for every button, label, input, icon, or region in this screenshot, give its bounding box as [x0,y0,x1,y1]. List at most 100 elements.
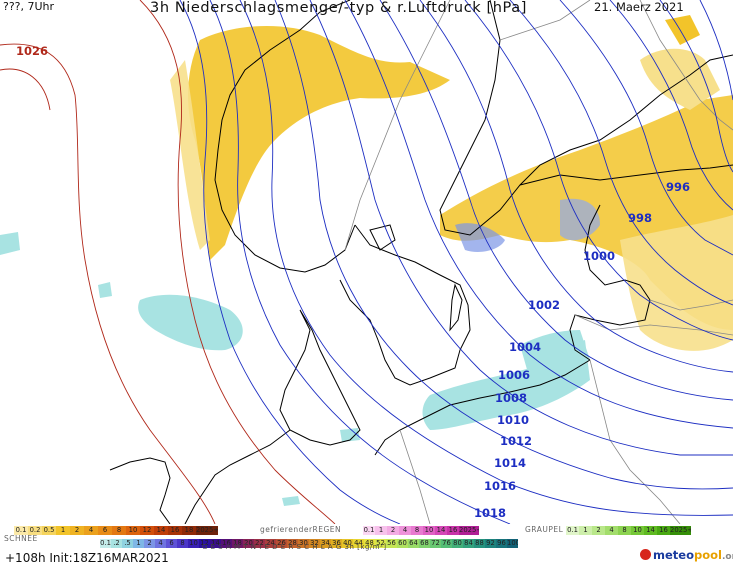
legend-swatch: 2 [592,526,605,535]
legend-swatch: 10 [423,526,435,535]
coast-lake-vanern [369,224,396,251]
legend-swatch: 2 [387,526,399,535]
legend-swatch: .2 [111,539,122,548]
isobar-label-1014: 1014 [494,456,526,470]
legend-swatch: 10 [188,539,199,548]
legend-swatch: 14 [435,526,447,535]
legend-swatch: 14 [210,539,221,548]
rain-east-light [620,215,733,351]
snow-north-sea [138,294,243,351]
pressure-precip-map: 1026 996 998 1000 1002 1004 1006 1008 10… [0,0,733,524]
legend-swatch: 40 [342,539,353,548]
legend-freezing-label: gefrierenderREGEN [260,525,342,534]
legend-swatch: 52 [375,539,386,548]
isobar-1026-line-west [0,68,51,111]
legend-graupel-label: GRAUPEL [525,525,564,534]
legend-swatch: 28 [287,539,298,548]
border-germany-poland [399,429,431,524]
legend-swatch: 36 [331,539,342,548]
legend-swatch: 1 [56,526,70,535]
legend-swatch: 0.2 [28,526,42,535]
legend-swatch: 8 [112,526,126,535]
legend-swatch: 16 [221,539,232,548]
legend-swatch: 24 [265,539,276,548]
coast-gulf-bothnia [439,0,733,236]
legend-swatch: 18 [232,539,243,548]
legend-swatch: 0.5 [42,526,56,535]
legend-swatch: 26 [276,539,287,548]
isobar-label-1000: 1000 [583,249,615,263]
legend-swatch: 4 [155,539,166,548]
legend-swatch: 12 [140,526,154,535]
legend-swatch: 32 [309,539,320,548]
legend-swatch: 4 [399,526,411,535]
legend-swatch: 8 [411,526,423,535]
border-lithuania [574,314,733,336]
isobar-1006-line [464,0,733,341]
isobar-1020-line [209,0,511,524]
legend-swatch: 34 [320,539,331,548]
legend-swatch: 60 [397,539,408,548]
legend-swatch: 48 [364,539,375,548]
legend-swatch: 88 [474,539,485,548]
isobar-998-line [659,0,733,173]
isobar-label-1002: 1002 [528,298,560,312]
legend-snow-bar: 0.1.2.5 1 2 4 6 8 10 12 14 16 18 20 22 24 26 28 30 32 34 36… [100,539,518,548]
isobar-1012-line [344,0,733,429]
legend-swatch: 68 [419,539,430,548]
legend-snow-label: SCHNEE [4,534,38,543]
coast-norway [214,0,356,273]
forecast-date: 21. Maerz 2021 [594,0,684,14]
isobar-label-998: 998 [628,211,652,225]
isobar-label-1004: 1004 [509,340,541,354]
legend-swatch: 0.1 [14,526,28,535]
legend-swatch: 2 [144,539,155,548]
legend-swatch: 20 [243,539,254,548]
legend-swatch: 0.1 [363,526,375,535]
legend-swatch: 12 [199,539,210,548]
legend-swatch: 76 [441,539,452,548]
rain-norway-light [170,60,210,250]
coast-sweden [339,224,471,386]
isobar-1026-line [0,43,216,524]
legend-swatch: 6 [166,539,177,548]
legend-swatch: 84 [463,539,474,548]
legend-swatch: 56 [386,539,397,548]
meteopool-logo-icon [640,549,651,560]
isobar-1024-line [139,0,336,524]
isobars [0,0,733,524]
legend-rain-bar: 0.1 0.2 0.5 1 2 4 6 8 10 12 14 16 18 2025+ [14,526,218,535]
legend-swatch: 8 [177,539,188,548]
meteopool-logo[interactable]: meteopool.org [640,548,733,562]
precip-legend: gefrierenderREGEN GRAUPEL SCHNEE 0.1 0.2 0… [0,524,733,566]
legend-swatch: 0.1 [566,526,579,535]
rain-finland [640,48,720,110]
isobar-label-1018: 1018 [474,506,506,520]
legend-swatch: 92 [485,539,496,548]
legend-swatch: 14 [644,526,657,535]
legend-swatch: 18 [182,526,196,535]
border-baltic-russia [649,299,733,311]
rain-small-fin [665,15,700,45]
legend-swatch: 1 [375,526,387,535]
legend-swatch: 80 [452,539,463,548]
snow-poland [520,330,590,380]
border-poland [589,359,681,524]
isobar-label-1012: 1012 [500,434,532,448]
precip-snow-areas [0,198,600,506]
legend-total-label: G E S A M T N I E D E R S C H L A G 3h [… [202,543,387,551]
legend-swatch: 64 [408,539,419,548]
isobar-1016-line [274,0,733,490]
isobar-1022-line [179,0,401,524]
isobar-1002-line [559,0,733,256]
coast-poland [374,359,591,456]
map-title: 3h Niederschlagsmenge/-typ & r.Luftdruck… [150,0,527,16]
logo-prefix: meteo [653,548,694,562]
border-norway-sweden [344,0,451,251]
snow-west-2 [98,282,112,298]
isobar-label-1016: 1016 [484,479,516,493]
legend-swatch: 4 [84,526,98,535]
coastlines [109,0,733,524]
legend-swatch: .5 [122,539,133,548]
legend-swatch: 2025+ [459,526,479,535]
